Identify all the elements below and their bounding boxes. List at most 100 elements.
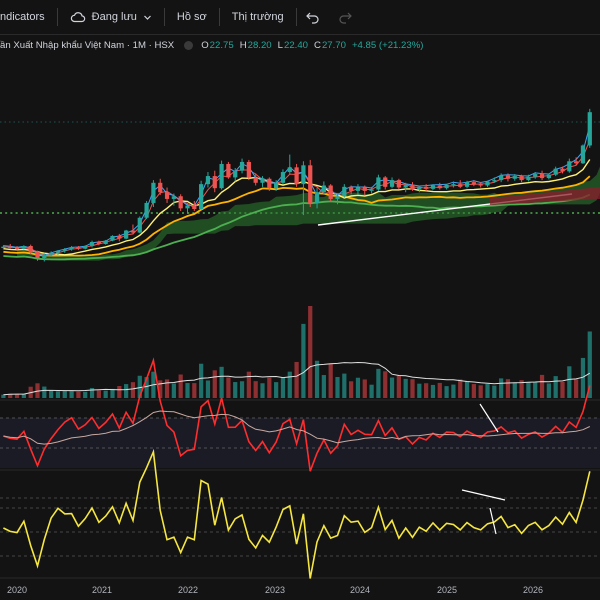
volume-bar — [430, 384, 436, 398]
low-key: L — [277, 39, 283, 51]
candle-body — [185, 205, 190, 209]
candle-body — [430, 185, 436, 189]
candle-body — [335, 196, 340, 199]
candle-body — [533, 174, 538, 177]
volume-bar — [1, 394, 6, 398]
volume-bar — [519, 380, 524, 398]
osc-trend-line — [461, 489, 506, 501]
indicators-button[interactable]: ndicators — [0, 0, 57, 34]
redo-button[interactable] — [329, 0, 361, 34]
volume-bar — [546, 383, 551, 398]
chart-canvas[interactable] — [0, 54, 600, 584]
candle-body — [144, 202, 149, 218]
candle-body — [233, 170, 238, 178]
volume-bar — [301, 323, 306, 398]
ma-line-green — [3, 193, 591, 261]
candle-body — [567, 161, 572, 172]
volume-bar — [69, 391, 74, 398]
candle-body — [280, 172, 286, 183]
candle-body — [69, 247, 74, 250]
volume-bar — [171, 383, 176, 398]
indicators-label: ndicators — [0, 11, 45, 23]
candle-body — [389, 180, 395, 187]
candle-body — [458, 184, 463, 187]
change-value: +4.85 (+21.23%) — [351, 39, 424, 51]
save-label: Đang lưu — [91, 11, 137, 23]
candle-body — [171, 196, 176, 199]
candle-body — [199, 184, 204, 210]
candle-body — [546, 174, 551, 179]
x-axis-label: 2023 — [264, 585, 286, 595]
volume-bar — [485, 384, 490, 398]
candle-body — [89, 241, 95, 246]
symbol-title[interactable]: ần Xuất Nhập khẩu Việt Nam · 1M · HSX — [0, 39, 175, 51]
volume-bar — [451, 384, 456, 398]
open-key: O — [201, 39, 209, 51]
volume-bar — [580, 357, 586, 398]
volume-bar — [226, 377, 231, 398]
toolbar-divider — [163, 8, 165, 26]
volume-bar — [267, 377, 272, 398]
candle-body — [464, 182, 470, 187]
volume-bar — [526, 382, 531, 398]
candle-body — [49, 252, 54, 255]
volume-bar — [110, 388, 115, 398]
candle-body — [519, 176, 524, 181]
volume-bar — [219, 366, 224, 398]
volume-bar — [260, 383, 265, 398]
candle-body — [424, 186, 429, 189]
volume-bar — [471, 384, 476, 398]
volume-bar — [587, 331, 592, 398]
market-label: Thị trường — [231, 11, 284, 23]
volume-bar — [362, 379, 367, 398]
osc-trend-line — [489, 507, 497, 535]
low-value: 22.40 — [283, 39, 308, 51]
candle-body — [328, 185, 333, 199]
volume-bar — [164, 379, 170, 398]
candle-body — [1, 246, 6, 249]
volume-bar — [287, 371, 292, 398]
profile-label: Hồ sơ — [176, 11, 207, 23]
candle-body — [62, 249, 67, 251]
volume-bar — [103, 390, 108, 398]
candle-body — [164, 192, 170, 199]
ma-line-blue — [3, 125, 591, 257]
candle-body — [526, 176, 531, 181]
profile-button[interactable]: Hồ sơ — [165, 0, 219, 34]
volume-bar — [478, 385, 483, 398]
volume-bar — [192, 383, 197, 398]
volume-bar — [239, 381, 245, 398]
volume-bar — [178, 374, 183, 398]
volume-bar — [89, 387, 95, 398]
rsi-ma-line — [3, 410, 591, 445]
volume-bar — [130, 382, 136, 398]
candle-body — [587, 112, 592, 146]
candle-body — [383, 177, 388, 187]
candle-body — [96, 241, 101, 244]
candle-body — [492, 180, 497, 182]
ma-line-orange — [3, 175, 591, 257]
chevron-down-icon — [143, 15, 151, 20]
volume-bar — [464, 381, 470, 398]
save-button[interactable]: Đang lưu — [58, 0, 164, 34]
candle-body — [403, 184, 408, 188]
undo-button[interactable] — [297, 0, 329, 34]
candle-body — [260, 178, 265, 183]
candle-body — [314, 192, 320, 203]
rsi-line — [3, 357, 591, 472]
volume-bar — [321, 375, 326, 398]
volume-bar — [158, 380, 163, 398]
candle-body — [560, 168, 565, 172]
volume-bar — [389, 377, 395, 398]
market-button[interactable]: Thị trường — [220, 0, 296, 34]
candle-body — [287, 167, 292, 173]
candle-body — [267, 178, 272, 189]
candle-body — [21, 246, 26, 249]
volume-bar — [21, 393, 26, 398]
volume-bar — [417, 383, 422, 398]
volume-bar — [314, 360, 320, 398]
candle-body — [485, 181, 490, 186]
toolbar-divider — [295, 8, 297, 26]
symbol-legend: ần Xuất Nhập khẩu Việt Nam · 1M · HSX O 2… — [0, 36, 423, 54]
volume-bar — [553, 376, 558, 398]
